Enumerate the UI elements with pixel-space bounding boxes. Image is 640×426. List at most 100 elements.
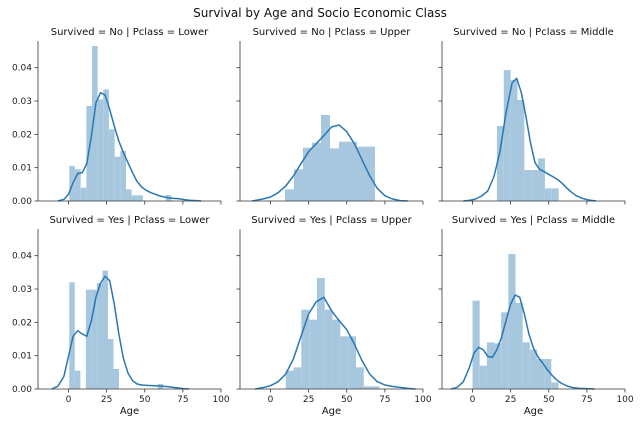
histogram-bar	[309, 319, 318, 389]
kde-curve	[450, 294, 595, 390]
kde-curve	[252, 124, 408, 202]
histogram-bar	[102, 270, 108, 389]
kde-curve	[57, 91, 202, 202]
histogram-bar	[363, 386, 372, 389]
facet-panel-3: Survived = No | Pclass = Middle	[438, 27, 626, 205]
x-axis-label: Age	[322, 406, 341, 417]
facet-panels: Survived = No | Pclass = Lower 0.00 0.01 0.…	[12, 27, 634, 417]
histogram-bar	[80, 187, 87, 201]
histogram-bar	[125, 189, 132, 201]
histogram-bar	[108, 129, 115, 201]
x-tick-label: 75	[581, 395, 592, 405]
histogram-bar	[91, 46, 98, 201]
histogram-bar	[538, 158, 545, 201]
histogram-bars	[69, 46, 172, 201]
x-tick-label: 25	[505, 395, 516, 405]
histogram-bar	[340, 336, 349, 389]
panel-title: Survived = Yes | Pclass = Middle	[452, 215, 615, 226]
facet-panel-4: Survived = Yes | Pclass = Lower 0.00 0.01 0…	[12, 215, 230, 417]
panel-title: Survived = No | Pclass = Upper	[253, 27, 412, 38]
histogram-bar	[137, 195, 143, 201]
facet-panel-6: Survived = Yes | Pclass = Middle 0 25 50 75 1…	[438, 215, 634, 417]
kde-curve	[463, 77, 597, 202]
histogram-bars	[69, 270, 164, 389]
histogram-bar	[522, 342, 530, 389]
histogram-bar	[324, 309, 333, 389]
histogram-bar	[293, 169, 303, 201]
facet-panel-2: Survived = No | Pclass = Upper	[236, 27, 424, 205]
panel-title: Survived = No | Pclass = Lower	[51, 27, 209, 38]
y-tick-label: 0.03	[12, 97, 32, 107]
histogram-bar	[544, 188, 552, 201]
histogram-bar	[108, 339, 114, 389]
histogram-bar	[284, 189, 294, 201]
histogram-bar	[356, 146, 366, 201]
histogram-bar	[494, 343, 502, 389]
x-tick-label: 100	[414, 395, 431, 405]
kde-curve	[255, 296, 416, 390]
x-tick-label: 0	[66, 395, 72, 405]
x-tick-label: 25	[303, 395, 314, 405]
y-tick-label: 0.00	[12, 385, 32, 395]
histogram-bar	[293, 367, 302, 389]
facet-panel-1: Survived = No | Pclass = Lower 0.00 0.01 0.…	[12, 27, 222, 207]
histogram-bar	[479, 365, 487, 389]
x-tick-label: 50	[543, 395, 555, 405]
y-tick-label: 0.04	[12, 252, 32, 262]
y-tick-label: 0.01	[12, 164, 32, 174]
histogram-bar	[508, 254, 516, 389]
y-tick-label: 0.02	[12, 130, 32, 140]
histogram-bar	[85, 289, 92, 389]
histogram-bar	[69, 282, 75, 389]
histogram-bar	[365, 146, 375, 201]
x-tick-label: 75	[177, 395, 188, 405]
histogram-bar	[114, 156, 121, 201]
histogram-bar	[347, 141, 357, 201]
histogram-bar	[338, 141, 348, 201]
histogram-bar	[515, 303, 523, 389]
histogram-bar	[501, 312, 509, 389]
histogram-bar	[486, 342, 494, 389]
x-tick-label: 75	[379, 395, 390, 405]
x-axis-label: Age	[524, 406, 543, 417]
x-axis-label: Age	[120, 406, 139, 417]
x-tick-label: 0	[268, 395, 274, 405]
histogram-bar	[285, 370, 294, 389]
y-tick-label: 0.03	[12, 285, 32, 295]
histogram-bar	[120, 151, 126, 201]
histogram-bar	[503, 70, 511, 201]
histogram-bar	[531, 170, 539, 201]
histogram-bar	[517, 100, 525, 201]
x-tick-label: 50	[341, 395, 353, 405]
histogram-bar	[356, 367, 364, 389]
x-tick-label: 50	[139, 395, 151, 405]
histogram-bar	[332, 319, 341, 389]
histogram-bar	[329, 148, 339, 201]
panel-title: Survived = Yes | Pclass = Lower	[49, 215, 210, 226]
figure-title: Survival by Age and Socio Economic Class	[193, 6, 447, 20]
histogram-bars	[285, 278, 380, 389]
histogram-bar	[91, 289, 97, 389]
histogram-bars	[284, 115, 375, 201]
histogram-bar	[311, 142, 321, 201]
y-tick-label: 0.00	[12, 197, 32, 207]
histogram-bar	[529, 349, 538, 389]
histogram-bar	[537, 359, 545, 389]
x-tick-label: 25	[101, 395, 112, 405]
histogram-bar	[74, 169, 81, 201]
histogram-bar	[96, 283, 103, 389]
panel-title: Survived = No | Pclass = Middle	[453, 27, 614, 38]
y-tick-label: 0.04	[12, 64, 32, 74]
histogram-bar	[371, 386, 380, 389]
histogram-bar	[131, 195, 138, 201]
x-tick-label: 100	[212, 395, 229, 405]
histogram-bar	[103, 89, 109, 201]
histogram-bar	[302, 147, 312, 201]
histogram-bar	[551, 382, 559, 389]
kde-curve	[51, 275, 190, 390]
histogram-bar	[544, 359, 552, 389]
histogram-bar	[551, 188, 559, 201]
y-tick-label: 0.02	[12, 318, 32, 328]
histogram-bar	[472, 300, 480, 389]
